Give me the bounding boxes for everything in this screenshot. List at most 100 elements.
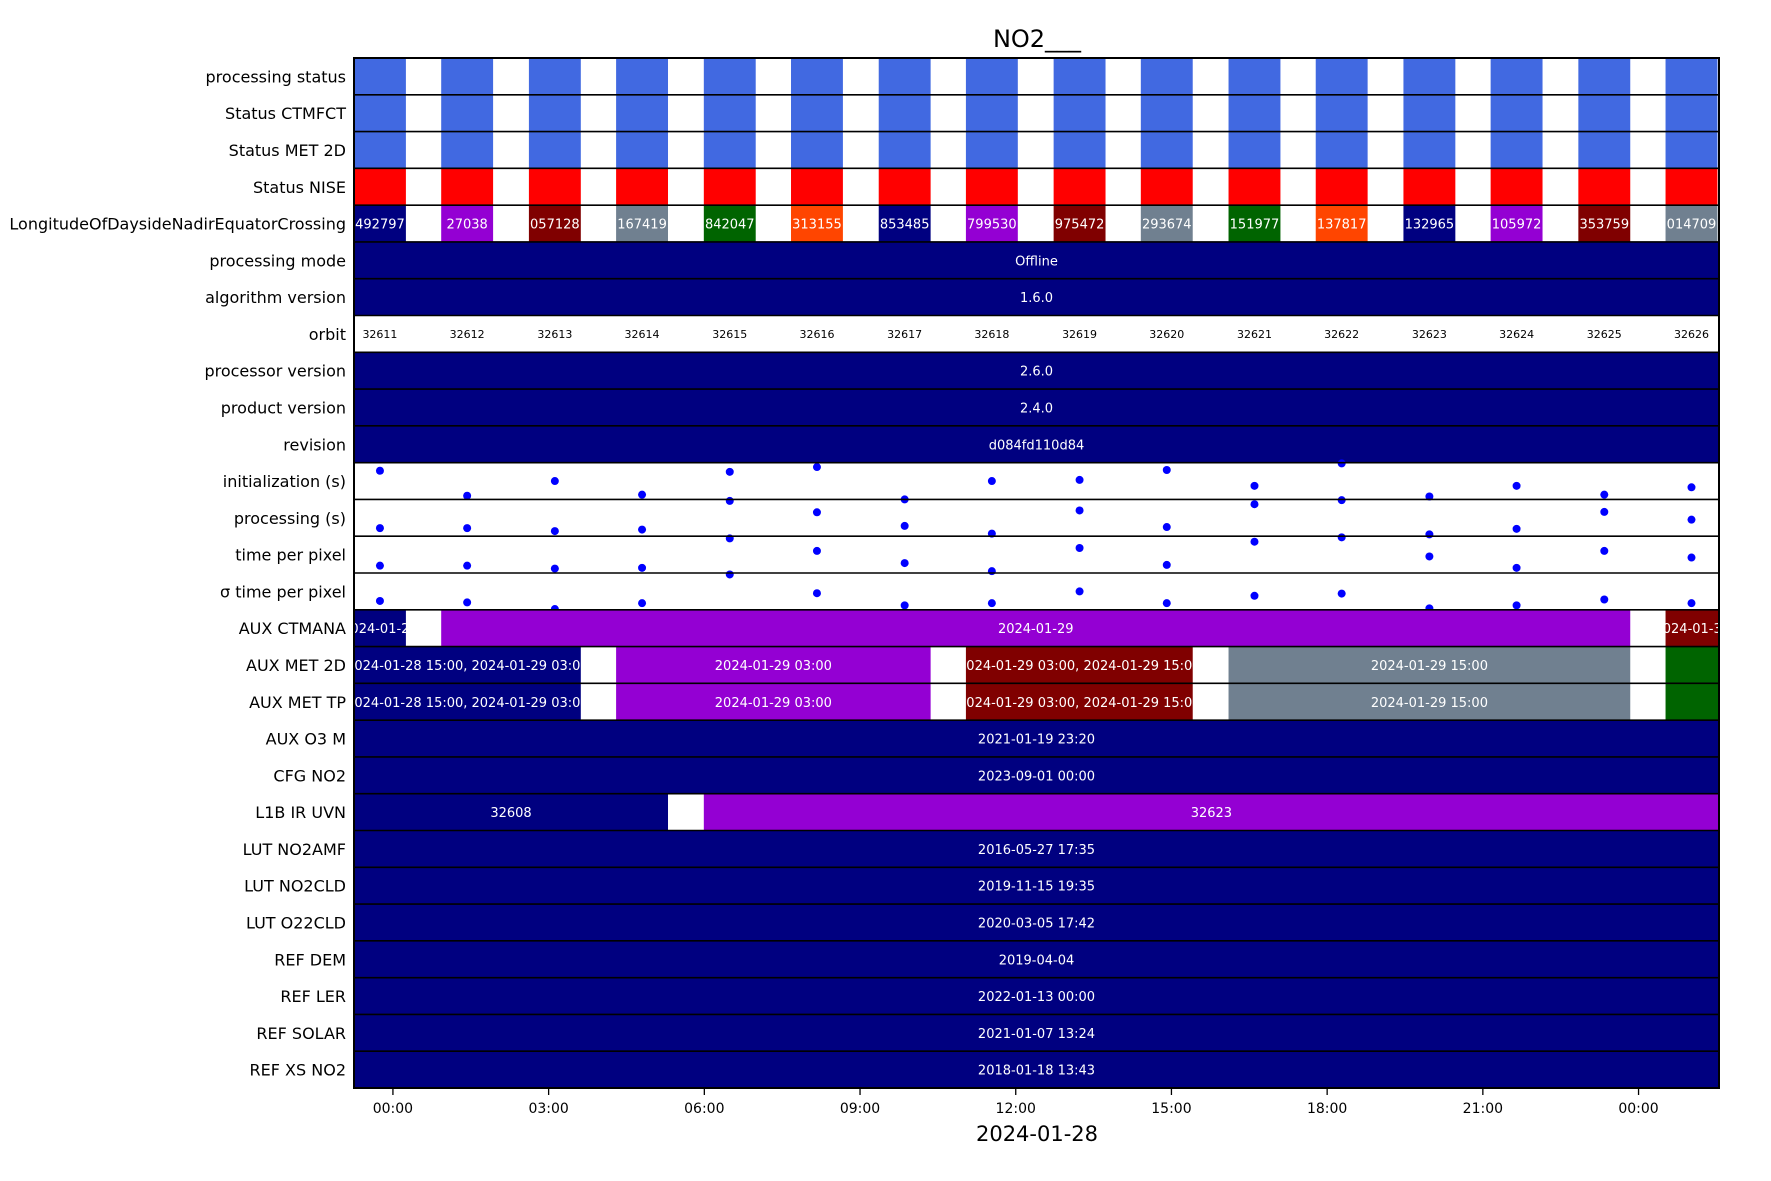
granule-cell	[878, 58, 931, 95]
span-label: 2024-01-30	[1654, 622, 1730, 637]
granule-cell	[791, 58, 843, 95]
granule-cell	[441, 131, 494, 169]
row-label: REF XS NO2	[250, 1061, 346, 1080]
span-label: 2024-01-29 03:00	[715, 659, 832, 674]
granule-cell	[354, 205, 406, 242]
granule-cell	[441, 94, 494, 132]
scatter-point	[1687, 553, 1696, 562]
granule-cell	[1228, 205, 1281, 242]
scatter-point	[1512, 481, 1521, 490]
span-segment	[354, 425, 1719, 463]
span-segment	[354, 977, 1719, 1015]
orbit-number: 32614	[625, 328, 660, 341]
scatter-point	[1425, 492, 1434, 501]
scatter-point	[1425, 530, 1434, 539]
orbit-number: 32613	[537, 328, 572, 341]
scatter-point	[463, 598, 472, 607]
granule-value: 151977	[1230, 218, 1280, 233]
span-label: 2024-01-29 15:00	[1371, 659, 1488, 674]
granule-cell	[965, 168, 1018, 206]
granule-cell	[1403, 168, 1456, 206]
granule-cell	[703, 94, 756, 132]
granule-cell	[791, 131, 843, 169]
orbit-number: 32625	[1587, 328, 1622, 341]
orbit-number: 32622	[1324, 328, 1359, 341]
granule-cell	[1140, 131, 1193, 169]
row-label: CFG NO2	[273, 766, 346, 785]
granule-cell	[703, 168, 756, 206]
granule-cell	[528, 131, 581, 169]
span-label: 32608	[490, 806, 531, 821]
span-segment	[354, 1051, 1719, 1088]
granule-cell	[1228, 58, 1281, 95]
scatter-point	[1512, 524, 1521, 533]
orbit-number: 32620	[1149, 328, 1184, 341]
span-segment	[441, 609, 1631, 647]
granule-cell	[878, 168, 931, 206]
granule-cell	[528, 94, 581, 132]
span-label: 32623	[1191, 806, 1232, 821]
scatter-point	[1337, 533, 1346, 542]
scatter-point	[638, 490, 647, 499]
granule-cell	[878, 205, 931, 242]
granule-cell	[1053, 205, 1106, 242]
granule-cell	[703, 205, 756, 242]
granule-cell	[528, 205, 581, 242]
span-label: 2024-01-28	[342, 622, 418, 637]
row-label: AUX MET 2D	[246, 656, 346, 675]
granule-cell	[616, 205, 669, 242]
scatter-point	[900, 521, 909, 530]
granule-value: 167419	[617, 218, 667, 233]
granule-cell	[1665, 94, 1718, 132]
granule-cell	[1578, 131, 1631, 169]
granule-cell	[1053, 131, 1106, 169]
row-label: LUT O22CLD	[246, 913, 346, 932]
span-label: 2018-01-18 13:43	[978, 1064, 1095, 1079]
granule-cell	[1403, 131, 1456, 169]
row-label: REF DEM	[274, 950, 346, 969]
span-label: 2024-01-29 15:00	[1371, 696, 1488, 711]
granule-cell	[703, 131, 756, 169]
scatter-point	[1250, 481, 1259, 490]
span-label: 2020-03-05 17:42	[978, 916, 1095, 931]
orbit-number: 32619	[1062, 328, 1097, 341]
orbit-number: 32626	[1674, 328, 1709, 341]
scatter-point	[725, 496, 734, 505]
span-label: 2021-01-07 13:24	[978, 1027, 1095, 1042]
scatter-point	[375, 466, 384, 475]
scatter-point	[638, 525, 647, 534]
span-segment	[703, 793, 1719, 831]
scatter-point	[1512, 601, 1521, 610]
granule-cell	[791, 94, 843, 132]
row-label: processor version	[204, 362, 346, 381]
span-segment	[616, 683, 931, 721]
granule-cell	[1315, 58, 1368, 95]
orbit-number: 32615	[712, 328, 747, 341]
row-label: L1B IR UVN	[255, 803, 346, 822]
scatter-point	[812, 546, 821, 555]
granule-cell	[1665, 168, 1718, 206]
plot-area: 492797 27038 057128 167419 842047 313155 85348…	[9, 57, 1730, 1117]
scatter-point	[1600, 595, 1609, 604]
scatter-point	[550, 527, 559, 536]
scatter-point	[1075, 587, 1084, 596]
span-segment	[616, 646, 931, 684]
x-tick-label: 06:00	[684, 1101, 724, 1117]
x-tick-label: 21:00	[1463, 1101, 1503, 1117]
span-segment	[354, 720, 1719, 757]
granule-cell	[1490, 58, 1543, 95]
granule-cell	[1053, 168, 1106, 206]
row-label: REF SOLAR	[256, 1024, 346, 1043]
span-label: 2021-01-19 23:20	[978, 733, 1095, 748]
row-label: initialization (s)	[223, 472, 346, 491]
row-label: processing mode	[209, 251, 346, 270]
span-segment	[354, 940, 1719, 978]
granule-cell	[1053, 94, 1106, 132]
span-label: 2019-11-15 19:35	[978, 880, 1095, 895]
x-tick-label: 12:00	[996, 1101, 1036, 1117]
span-segment	[354, 830, 1719, 868]
span-label: 2022-01-13 00:00	[978, 990, 1095, 1005]
scatter-point	[1162, 466, 1171, 474]
row-label: LongitudeOfDaysideNadirEquatorCrossing	[9, 215, 346, 234]
row-label: REF LER	[280, 987, 346, 1006]
